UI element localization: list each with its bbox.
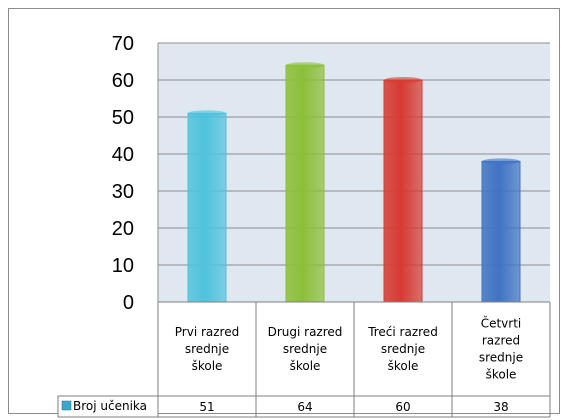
category-labels: Prvi razred srednje škole Drugi razred sredn… bbox=[175, 316, 523, 382]
category-label: Četvrti bbox=[481, 316, 522, 331]
y-tick-label: 10 bbox=[112, 255, 134, 277]
data-table: Broj učenika 51 64 60 38 bbox=[57, 301, 551, 418]
y-tick-label: 60 bbox=[112, 70, 134, 92]
y-tick-label: 50 bbox=[112, 107, 134, 129]
category-label: škole bbox=[388, 359, 419, 373]
category-label: Treći razred bbox=[367, 325, 438, 339]
data-table-value: 64 bbox=[297, 400, 312, 414]
y-axis-ticks: 0 10 20 30 40 50 60 70 bbox=[112, 33, 134, 314]
category-label: srednje bbox=[381, 342, 425, 356]
bar bbox=[285, 64, 325, 303]
bar-cap bbox=[188, 110, 226, 117]
category-label: Prvi razred bbox=[175, 325, 239, 339]
bar bbox=[481, 160, 521, 303]
bar-cap bbox=[482, 158, 520, 165]
y-tick-label: 0 bbox=[123, 292, 134, 314]
category-label: škole bbox=[290, 359, 321, 373]
y-tick-label: 30 bbox=[112, 181, 134, 203]
bar bbox=[187, 112, 227, 303]
y-tick-label: 40 bbox=[112, 144, 134, 166]
category-label: škole bbox=[486, 368, 517, 382]
data-table-value: 38 bbox=[493, 400, 508, 414]
category-label: razred bbox=[482, 334, 520, 348]
legend-swatch bbox=[61, 400, 72, 411]
bar-cap bbox=[384, 77, 422, 83]
bars bbox=[187, 62, 521, 303]
category-label: srednje bbox=[283, 342, 327, 356]
y-tick-label: 20 bbox=[112, 218, 134, 240]
category-label: škole bbox=[192, 359, 223, 373]
bar-cap bbox=[286, 62, 324, 69]
category-label: srednje bbox=[479, 351, 523, 365]
y-tick-label: 70 bbox=[112, 33, 134, 55]
data-table-value: 51 bbox=[199, 400, 214, 414]
legend-series-name: Broj učenika bbox=[73, 399, 147, 413]
category-label: srednje bbox=[185, 342, 229, 356]
data-table-value: 60 bbox=[395, 400, 410, 414]
bar bbox=[383, 79, 423, 303]
category-label: Drugi razred bbox=[268, 325, 343, 339]
